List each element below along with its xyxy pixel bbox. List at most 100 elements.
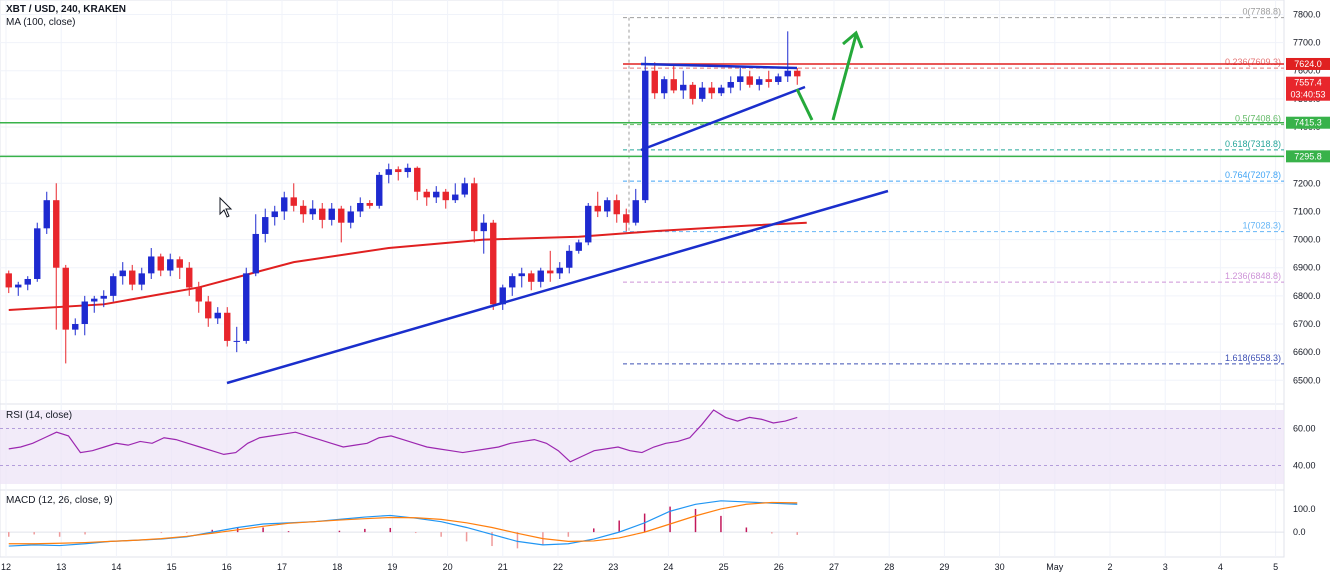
candle-body	[518, 273, 525, 277]
candle-body	[480, 222, 487, 232]
candle-body	[784, 70, 791, 77]
time-tick-label: May	[1046, 562, 1064, 572]
badge-countdown: 03:40:53	[1290, 90, 1325, 100]
time-tick-label: 28	[884, 562, 894, 572]
candle-body	[642, 70, 649, 201]
candle-body	[727, 81, 734, 88]
time-tick-label: 14	[111, 562, 121, 572]
badge-price-bg	[1286, 76, 1330, 101]
candle-body	[281, 197, 288, 212]
candle-body	[499, 287, 506, 305]
ma-legend: MA (100, close)	[6, 17, 76, 28]
time-tick-label: 2	[1107, 562, 1112, 572]
candle-body	[575, 242, 582, 251]
candle-body	[243, 273, 250, 341]
triangle-lower-line	[640, 85, 806, 152]
time-tick-label: 19	[387, 562, 397, 572]
time-tick-label: 22	[553, 562, 563, 572]
candle-body	[385, 169, 392, 175]
arrow-up-stroke	[831, 34, 858, 121]
arrow-up-head	[842, 30, 864, 49]
candle-body	[765, 79, 772, 82]
price-tick-label: 7600.0	[1293, 66, 1321, 76]
candle-body	[366, 203, 373, 206]
time-tick-label: 13	[56, 562, 66, 572]
rsi-tick-label: 40.00	[1293, 461, 1316, 471]
candle-body	[110, 276, 117, 296]
candle-body	[623, 214, 630, 223]
time-tick-label: 18	[332, 562, 342, 572]
candle-body	[528, 273, 535, 282]
candle-body	[34, 228, 41, 279]
candle-body	[404, 167, 411, 173]
time-tick-label: 26	[774, 562, 784, 572]
candle-body	[670, 79, 677, 91]
price-tick-label: 7200.0	[1293, 178, 1321, 188]
candle-body	[461, 183, 468, 195]
time-tick-label: 20	[443, 562, 453, 572]
chart-title: XBT / USD, 240, KRAKEN	[6, 4, 127, 15]
time-tick-label: 27	[829, 562, 839, 572]
badge-7415-bg	[1286, 116, 1330, 129]
candle-body	[167, 259, 174, 271]
candle-body	[585, 205, 592, 243]
arrow-down-stroke	[795, 88, 814, 121]
candle-body	[62, 267, 69, 330]
candle-body	[214, 312, 221, 319]
price-tick-label: 7700.0	[1293, 38, 1321, 48]
candle-body	[708, 87, 715, 94]
candle-body	[442, 191, 449, 201]
candle-body	[328, 208, 335, 220]
fib-level-label: 0.618(7318.8)	[1225, 139, 1281, 149]
candle-body	[72, 324, 79, 330]
candle-body	[756, 79, 763, 85]
fib-level-label: 0.764(7207.8)	[1225, 170, 1281, 180]
candle-body	[395, 169, 402, 173]
candle-body	[537, 270, 544, 282]
time-tick-label: 5	[1273, 562, 1278, 572]
candle-body	[376, 174, 383, 206]
macd-legend: MACD (12, 26, close, 9)	[6, 495, 113, 506]
candle-body	[680, 84, 687, 91]
candle-body	[81, 301, 88, 325]
candle-body	[24, 278, 31, 285]
rsi-tick-label: 60.00	[1293, 424, 1316, 434]
price-tick-label: 6500.0	[1293, 375, 1321, 385]
price-tick-label: 7800.0	[1293, 9, 1321, 19]
candle-body	[224, 312, 231, 341]
candle-body	[746, 76, 753, 85]
price-tick-label: 6900.0	[1293, 263, 1321, 273]
candle-body	[138, 273, 145, 285]
fib-level-label: 0(7788.8)	[1242, 7, 1281, 17]
candle-body	[794, 70, 801, 77]
candle-body	[651, 70, 658, 94]
price-tick-label: 6600.0	[1293, 347, 1321, 357]
candle-body	[604, 200, 611, 212]
candle-body	[414, 167, 421, 192]
candle-body	[775, 76, 782, 82]
signal-line	[8, 501, 798, 545]
candle-body	[100, 295, 107, 299]
badge-7295: 7295.8	[1294, 151, 1322, 161]
candle-body	[43, 200, 50, 229]
time-tick-label: 23	[608, 562, 618, 572]
candle-body	[205, 301, 212, 319]
candle-body	[15, 284, 22, 288]
candle-body	[290, 197, 297, 206]
candle-body	[471, 183, 478, 232]
badge-7295-bg	[1286, 150, 1330, 163]
candle-body	[176, 259, 183, 268]
badge-7624-bg	[1286, 57, 1330, 70]
candle-body	[148, 256, 155, 274]
candle-body	[319, 208, 326, 220]
time-tick-label: 15	[167, 562, 177, 572]
time-tick-label: 29	[939, 562, 949, 572]
fib-level-label: 1.618(6558.3)	[1225, 353, 1281, 363]
candle-body	[271, 211, 278, 218]
cursor-icon	[219, 196, 233, 218]
candle-body	[5, 273, 12, 288]
candle-body	[347, 211, 354, 223]
macd-tick-label: 100.0	[1293, 504, 1316, 514]
